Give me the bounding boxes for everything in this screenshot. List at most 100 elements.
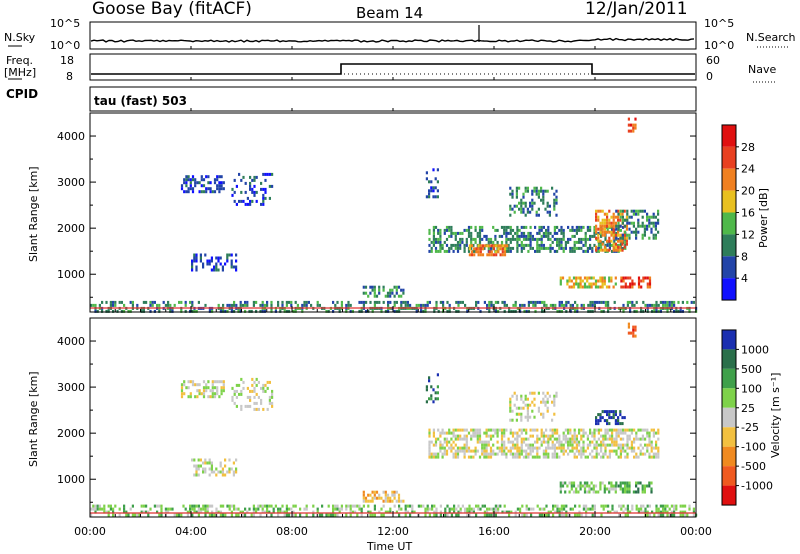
velocity-echo-cell: [518, 406, 521, 410]
velocity-echo-cell: [655, 455, 658, 459]
power-echo-cell: [631, 285, 634, 289]
power-echo-cell: [556, 309, 559, 313]
power-echo-cell: [189, 187, 192, 191]
power-echo-cell: [253, 175, 256, 179]
velocity-echo-cell: [268, 395, 271, 399]
power-echo-cell: [439, 228, 442, 232]
velocity-heatmap: [90, 322, 698, 517]
power-echo-cell: [593, 300, 596, 304]
velocity-echo-cell: [540, 412, 543, 416]
power-echo-cell: [670, 300, 673, 304]
velocity-echo-cell: [195, 470, 198, 474]
velocity-echo-cell: [608, 410, 611, 414]
power-echo-cell: [420, 303, 423, 307]
power-echo-cell: [371, 309, 374, 313]
power-echo-cell: [251, 178, 254, 182]
power-echo-cell: [625, 239, 628, 243]
velocity-echo-cell: [524, 415, 527, 419]
velocity-echo-cell: [217, 470, 220, 474]
power-echo-cell: [540, 246, 543, 250]
power-echo-cell: [515, 195, 518, 199]
power-echo-cell: [222, 181, 225, 185]
velocity-echo-cell: [232, 473, 235, 477]
velocity-echo-cell: [577, 490, 580, 494]
power-echo-cell: [195, 256, 198, 260]
power-echo-region: [362, 285, 405, 298]
velocity-echo-cell: [578, 452, 581, 456]
power-echo-region: [509, 186, 558, 217]
power-echo-cell: [612, 230, 615, 234]
power-echo-cell: [371, 285, 374, 289]
power-echo-cell: [540, 225, 543, 229]
power-echo-cell: [249, 202, 252, 206]
velocity-echo-cell: [200, 392, 203, 396]
power-echo-cell: [544, 189, 547, 193]
velocity-ytick-label: 1000: [57, 473, 85, 486]
power-echo-cell: [597, 231, 600, 235]
velocity-echo-cell: [560, 443, 563, 447]
power-echo-cell: [259, 303, 262, 307]
velocity-echo-cell: [692, 510, 695, 514]
velocity-echo-cell: [509, 428, 512, 432]
power-echo-cell: [603, 248, 606, 252]
velocity-echo-cell: [437, 455, 440, 459]
velocity-echo-cell: [511, 443, 515, 447]
velocity-echo-cell: [551, 428, 554, 432]
velocity-echo-cell: [603, 487, 606, 491]
velocity-echo-cell: [465, 440, 468, 444]
velocity-echo-cell: [483, 455, 486, 459]
power-echo-cell: [648, 279, 652, 283]
power-echo-cell: [631, 303, 634, 307]
velocity-echo-cell: [591, 434, 594, 438]
velocity-echo-cell: [235, 404, 238, 408]
power-echo-cell: [387, 303, 390, 307]
power-echo-cell: [231, 193, 234, 197]
velocity-echo-cell: [94, 507, 97, 511]
velocity-echo-cell: [629, 510, 632, 514]
velocity-colorbar-tick-label: 1000: [741, 343, 769, 356]
velocity-echo-cell: [204, 507, 207, 511]
power-echo-cell: [577, 282, 580, 286]
power-echo-cell: [526, 186, 529, 190]
power-echo-cell: [542, 192, 545, 196]
power-echo-cell: [452, 231, 455, 235]
velocity-echo-cell: [369, 499, 372, 503]
velocity-echo-cell: [564, 434, 567, 438]
velocity-echo-cell: [553, 397, 556, 401]
velocity-echo-cell: [391, 499, 394, 503]
velocity-echo-cell: [142, 504, 145, 508]
velocity-echo-cell: [511, 434, 515, 438]
power-echo-cell: [520, 231, 523, 235]
power-echo-cell: [603, 279, 606, 283]
power-echo-cell: [524, 189, 527, 193]
power-echo-cell: [345, 309, 348, 313]
power-echo-cell: [522, 210, 525, 214]
velocity-echo-cell: [478, 431, 482, 435]
power-echo-cell: [523, 309, 526, 313]
velocity-echo-cell: [470, 449, 473, 453]
velocity-echo-cell: [597, 452, 600, 456]
power-echo-cell: [632, 123, 635, 127]
velocity-echo-cell: [255, 392, 258, 396]
velocity-echo-cell: [375, 496, 379, 500]
power-echo-cell: [589, 243, 592, 247]
power-echo-cell: [605, 285, 609, 289]
velocity-echo-cell: [112, 507, 115, 511]
velocity-echo-cell: [208, 504, 211, 508]
velocity-echo-cell: [626, 428, 629, 432]
power-echo-cell: [641, 236, 644, 240]
velocity-echo-cell: [679, 504, 682, 508]
power-echo-cell: [439, 231, 442, 235]
power-echo-cell: [648, 285, 652, 289]
velocity-echo-cell: [620, 504, 623, 508]
power-echo-cell: [622, 279, 625, 283]
power-echo-cell: [580, 246, 583, 250]
power-echo-cell: [624, 282, 627, 286]
velocity-echo-cell: [426, 510, 429, 514]
power-echo-cell: [520, 249, 523, 253]
velocity-echo-cell: [481, 452, 484, 456]
velocity-echo-cell: [582, 452, 585, 456]
velocity-echo-cell: [389, 510, 392, 514]
velocity-echo-cell: [261, 510, 264, 514]
power-echo-cell: [666, 309, 669, 313]
